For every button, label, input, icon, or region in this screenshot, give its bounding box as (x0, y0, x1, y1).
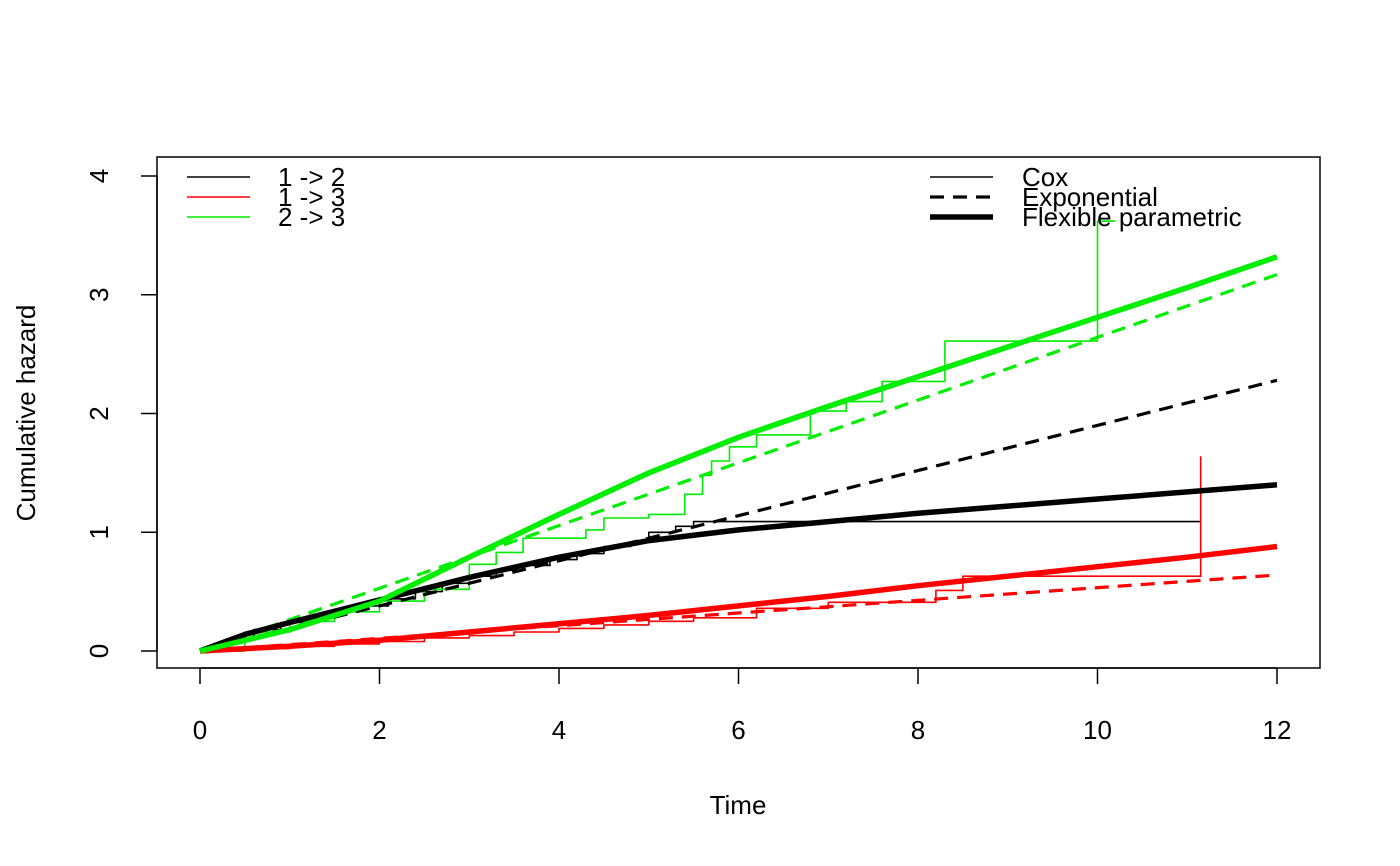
y-axis-label: Cumulative hazard (11, 305, 41, 522)
series-line-1-2-flexible-parametric (199, 482, 1278, 654)
series-line-1-3-flexible-parametric (199, 543, 1278, 654)
series-layer (199, 220, 1278, 654)
y-tick-label: 1 (84, 525, 114, 539)
legend-label-1-2: 1 -> 2 (278, 162, 345, 192)
series-line-2-3-exponential (199, 273, 1278, 653)
legend-label-cox: Cox (1022, 162, 1068, 192)
x-axis: 0 2 4 6 8 10 12 (193, 667, 1292, 745)
x-tick-label: 12 (1263, 715, 1292, 745)
x-tick-label: 0 (193, 715, 207, 745)
y-tick-label: 0 (84, 644, 114, 658)
x-axis-label: Time (710, 790, 767, 820)
legend-label-1-3: 1 -> 3 (278, 182, 345, 212)
legend-label-flexible-parametric: Flexible parametric (1022, 202, 1242, 232)
series-line-1-2-exponential (199, 378, 1278, 653)
legend-label-exponential: Exponential (1022, 182, 1158, 212)
x-tick-label: 6 (731, 715, 745, 745)
y-axis: 0 1 2 3 4 (84, 169, 158, 658)
x-tick-label: 2 (372, 715, 386, 745)
legend-label-2-3: 2 -> 3 (278, 202, 345, 232)
x-tick-label: 8 (911, 715, 925, 745)
y-tick-label: 4 (84, 169, 114, 183)
y-tick-label: 2 (84, 406, 114, 420)
legend-transitions: 1 -> 21 -> 32 -> 3 (187, 162, 345, 232)
series-line-2-3-flexible-parametric (199, 254, 1278, 654)
x-tick-label: 10 (1083, 715, 1112, 745)
x-tick-label: 4 (552, 715, 566, 745)
series-line-1-3-exponential (199, 573, 1278, 653)
y-tick-label: 3 (84, 288, 114, 302)
